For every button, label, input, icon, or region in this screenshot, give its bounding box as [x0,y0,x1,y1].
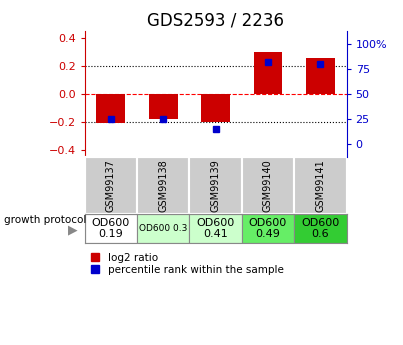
Text: OD600
0.41: OD600 0.41 [197,218,235,239]
Text: OD600
0.49: OD600 0.49 [249,218,287,239]
Bar [294,157,347,214]
Bar [137,157,189,214]
Text: OD600
0.19: OD600 0.19 [92,218,130,239]
Bar [149,94,178,119]
Title: GDS2593 / 2236: GDS2593 / 2236 [147,11,284,29]
Text: growth protocol: growth protocol [4,215,86,225]
Bar [253,52,283,94]
Text: OD600
0.6: OD600 0.6 [301,218,339,239]
Text: GSM99138: GSM99138 [158,159,168,212]
Legend: log2 ratio, percentile rank within the sample: log2 ratio, percentile rank within the s… [90,252,285,276]
Text: ▶: ▶ [68,224,77,237]
Text: GSM99139: GSM99139 [211,159,220,212]
Bar [294,214,347,243]
Text: GSM99140: GSM99140 [263,159,273,212]
Text: GSM99141: GSM99141 [316,159,325,212]
Bar [96,94,125,123]
Bar [189,157,242,214]
Bar [85,214,137,243]
Bar [137,214,189,243]
Text: OD600 0.3: OD600 0.3 [139,224,187,233]
Bar [85,157,137,214]
Bar [242,157,294,214]
Bar [201,94,230,122]
Bar [306,58,335,94]
Bar [189,214,242,243]
Text: GSM99137: GSM99137 [106,159,116,212]
Bar [242,214,294,243]
